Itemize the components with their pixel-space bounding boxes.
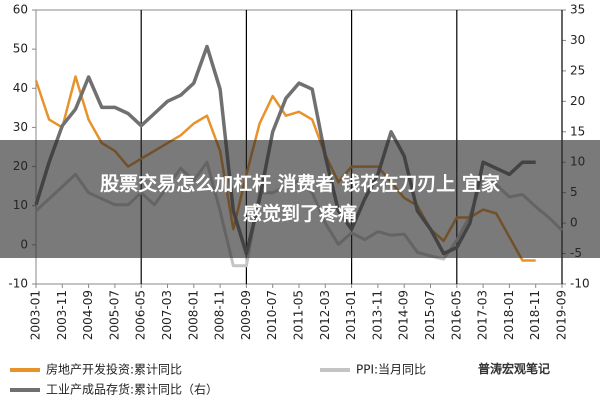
banner-line: 感觉到了疼痛 — [242, 203, 357, 225]
x-tick-label: 2008-11 — [213, 290, 227, 340]
x-tick-label: 2007-03 — [160, 290, 174, 340]
legend-label: 工业产成品存货:累计同比（右） — [46, 382, 218, 397]
x-tick-label: 2005-07 — [107, 290, 121, 340]
x-tick-label: 2015-07 — [423, 290, 437, 340]
y-tick-label: 30 — [13, 120, 28, 134]
legend-label: 房地产开发投资:累计同比 — [46, 362, 182, 377]
y-tick-label: 60 — [13, 3, 28, 17]
y2-tick-label: 35 — [570, 3, 585, 17]
y2-tick-label: 15 — [570, 124, 585, 138]
x-tick-label: 2013-11 — [370, 290, 384, 340]
x-tick-label: 2009-09 — [239, 290, 253, 340]
x-tick-label: 2006-05 — [134, 290, 148, 340]
watermark: 普涛宏观笔记 — [478, 362, 551, 376]
x-tick-label: 2018-11 — [528, 290, 542, 340]
y2-tick-label: 20 — [570, 94, 585, 108]
y-tick-label: -10 — [8, 277, 28, 291]
x-tick-label: 2017-03 — [476, 290, 490, 340]
x-tick-label: 2008-01 — [186, 290, 200, 340]
y-tick-label: 40 — [13, 81, 28, 95]
y2-tick-label: 25 — [570, 63, 585, 77]
x-tick-label: 2004-09 — [81, 290, 95, 340]
banner-line: 股票交易怎么加杠杆 消费者 钱花在刀刃上 宜家 — [100, 173, 500, 195]
y2-tick-label: -10 — [570, 277, 590, 291]
legend-label: PPI:当月同比 — [356, 363, 426, 377]
x-tick-label: 2019-09 — [555, 290, 569, 340]
x-tick-label: 2003-01 — [29, 290, 43, 340]
banner: 股票交易怎么加杠杆 消费者 钱花在刀刃上 宜家 感觉到了疼痛 — [0, 140, 600, 258]
x-tick-label: 2003-11 — [55, 290, 69, 340]
x-tick-label: 2011-05 — [292, 290, 306, 340]
y-tick-label: 50 — [13, 42, 28, 56]
x-tick-label: 2014-09 — [397, 290, 411, 340]
x-tick-label: 2010-07 — [265, 290, 279, 340]
x-tick-label: 2016-05 — [449, 290, 463, 340]
y2-tick-label: 30 — [570, 33, 585, 47]
x-tick-label: 2013-01 — [344, 290, 358, 340]
x-tick-label: 2018-01 — [502, 290, 516, 340]
x-tick-label: 2012-03 — [318, 290, 332, 340]
